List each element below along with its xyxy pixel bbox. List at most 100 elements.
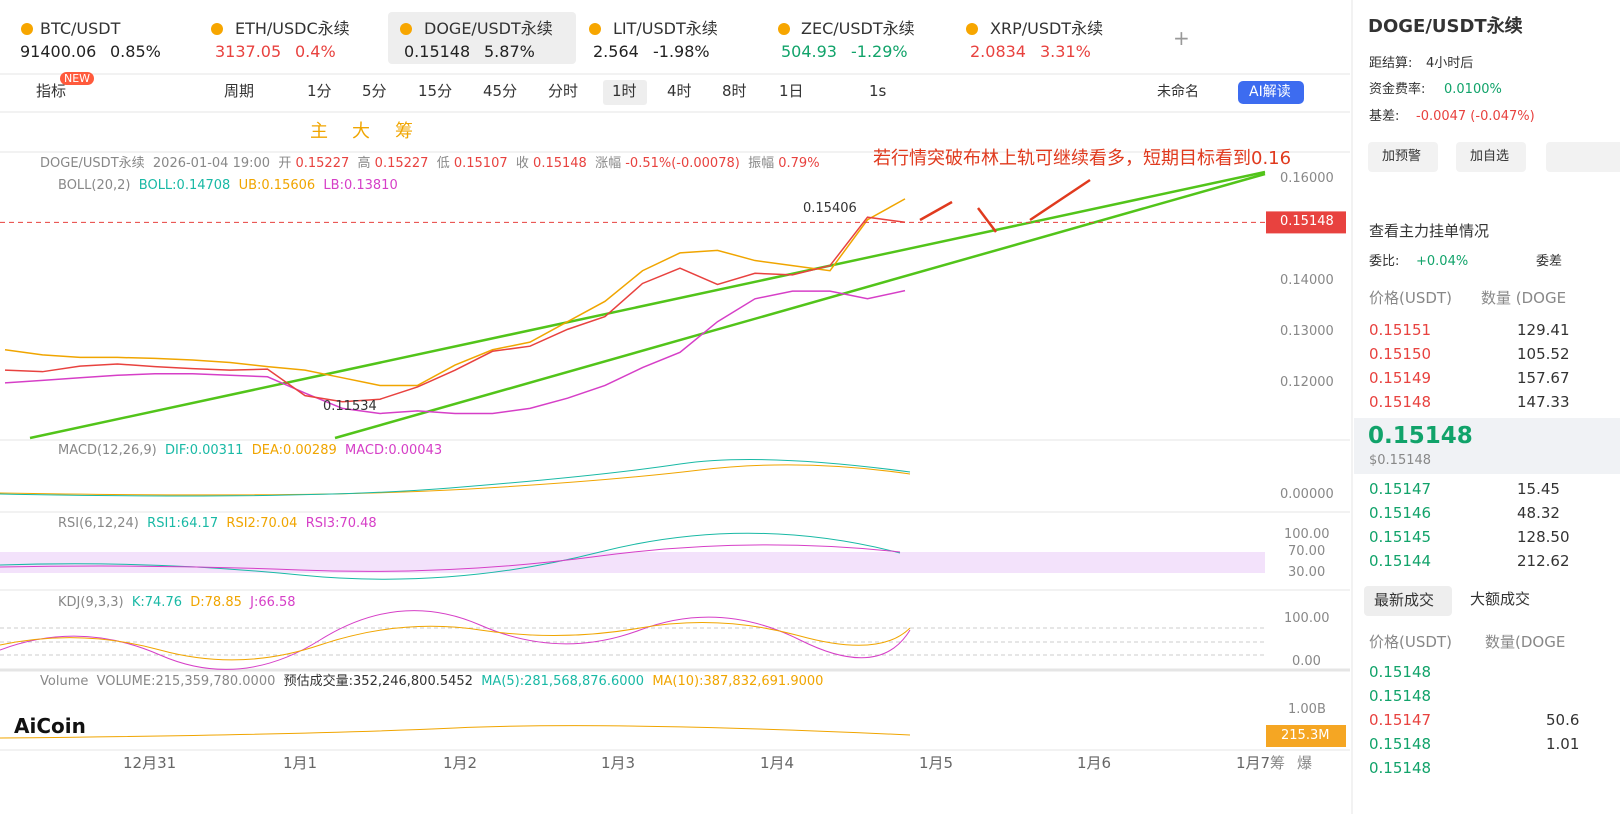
interval[interactable]: 5分 xyxy=(362,82,387,100)
coin-icon xyxy=(589,23,601,35)
interval[interactable]: 15分 xyxy=(418,82,453,100)
ask-price: 0.15149 xyxy=(1369,369,1432,387)
ask-price: 0.15151 xyxy=(1369,321,1432,339)
price-line xyxy=(4,198,906,387)
bid-price: 0.15147 xyxy=(1369,480,1432,498)
axis-label: 100.00 xyxy=(1284,527,1330,542)
macd-line xyxy=(0,464,911,496)
interval[interactable]: 4时 xyxy=(667,82,692,100)
tab-price: 2.564 xyxy=(593,42,639,61)
active-tab-bg xyxy=(388,12,576,64)
interval[interactable]: 8时 xyxy=(722,82,747,100)
active-interval-bg xyxy=(603,80,647,105)
tab-pair[interactable]: LIT/USDT永续 xyxy=(613,19,718,38)
mid-price: 0.15148 xyxy=(1368,423,1473,449)
axis-label: 1.00B xyxy=(1288,702,1326,717)
macd-line xyxy=(0,459,911,497)
trade-price: 0.15147 xyxy=(1369,711,1432,729)
tab-change: 0.4% xyxy=(295,42,336,61)
axis-label: 70.00 xyxy=(1288,544,1326,559)
label: 委差 xyxy=(1536,254,1563,269)
value: 0.79% xyxy=(778,156,820,171)
trade-tab[interactable]: 最新成交 xyxy=(1374,591,1435,609)
x-tick-label: 1月7 xyxy=(1236,754,1271,772)
interval[interactable]: 1时 xyxy=(612,82,637,100)
price-line xyxy=(4,216,906,403)
ai-button[interactable]: AI解读 xyxy=(1249,84,1291,100)
ask-qty: 147.33 xyxy=(1517,393,1570,411)
label: 基差: xyxy=(1369,109,1400,124)
value: 0.15148 xyxy=(533,156,587,171)
rsi-legend: RSI(6,12,24) RSI1:64.17 RSI2:70.04 RSI3:… xyxy=(58,517,377,530)
chart-info: DOGE/USDT永续 2026-01-04 19:00 开 0.15227 高… xyxy=(40,157,820,170)
boll-legend: BOLL(20,2) BOLL:0.14708 UB:0.15606 LB:0.… xyxy=(58,179,398,192)
name: RSI(6,12,24) xyxy=(58,516,139,531)
mid-bg xyxy=(1354,418,1620,474)
value: MA(10):387,832,691.9000 xyxy=(652,674,824,689)
trade-price: 0.15148 xyxy=(1369,735,1432,753)
corner[interactable]: 爆 xyxy=(1297,754,1313,772)
tab-pair[interactable]: DOGE/USDT永续 xyxy=(424,19,553,38)
interval[interactable]: 分时 xyxy=(548,82,579,100)
side-buttons[interactable] xyxy=(1368,142,1620,172)
tool[interactable]: 筹 xyxy=(395,121,413,142)
label: 低 xyxy=(436,156,450,171)
bid-qty: 15.45 xyxy=(1517,480,1560,498)
corner[interactable]: 筹 xyxy=(1270,754,1286,772)
x-tick-label: 1月2 xyxy=(443,754,478,772)
volume-tag xyxy=(1266,725,1346,747)
button[interactable]: 加自选 xyxy=(1470,149,1510,164)
tab-change: 0.85% xyxy=(110,42,161,61)
layout-name[interactable]: 未命名 xyxy=(1157,84,1199,100)
tool[interactable]: 大 xyxy=(352,121,370,142)
value: RSI1:64.17 xyxy=(147,516,219,531)
kdj-line xyxy=(0,610,911,670)
rsi-line xyxy=(0,544,901,572)
value: 0.15227 xyxy=(295,156,350,171)
value: 4小时后 xyxy=(1426,56,1474,71)
kdj-legend: KDJ(9,3,3) K:74.76 D:78.85 J:66.58 xyxy=(58,596,296,609)
last-price-tag xyxy=(1266,211,1346,234)
bid-price: 0.15146 xyxy=(1369,504,1432,522)
x-tick-label: 1月1 xyxy=(283,754,318,772)
tab-pair[interactable]: XRP/USDT永续 xyxy=(990,19,1104,38)
name: KDJ(9,3,3) xyxy=(58,595,124,610)
indicator-btn[interactable]: 指标 xyxy=(36,82,67,100)
tab-add[interactable]: + xyxy=(1173,26,1190,50)
y-tick-label: 0.16000 xyxy=(1280,170,1334,186)
col-head: 数量(DOGE xyxy=(1485,633,1566,651)
col-head: 价格(USDT) xyxy=(1369,289,1452,307)
axis-label: 100.00 xyxy=(1284,611,1330,626)
value: DIF:0.00311 xyxy=(165,443,244,458)
ai-button-bg[interactable] xyxy=(1238,81,1304,104)
label: 资金费率: xyxy=(1369,82,1426,97)
depth-link[interactable]: 查看主力挂单情况 xyxy=(1369,222,1490,240)
coin-icon xyxy=(778,23,790,35)
trade-tab[interactable]: 大额成交 xyxy=(1470,590,1531,608)
last-price-label: 0.15148 xyxy=(1280,214,1334,230)
volume-legend: Volume VOLUME:215,359,780.0000 预估成交量:352… xyxy=(40,675,823,688)
tab-pair[interactable]: BTC/USDT xyxy=(40,19,121,38)
label: 委比: xyxy=(1369,254,1400,269)
tool[interactable]: 主 xyxy=(310,121,328,142)
value: MACD:0.00043 xyxy=(345,443,443,458)
trend-line xyxy=(29,170,1266,440)
y-tick-label: 0.14000 xyxy=(1280,272,1334,288)
value: 0.15227 xyxy=(374,156,429,171)
mid-usd: $0.15148 xyxy=(1369,453,1432,468)
rsi-band xyxy=(0,552,1265,573)
interval[interactable]: 45分 xyxy=(483,82,518,100)
button[interactable]: 加预警 xyxy=(1382,149,1422,164)
tab-pair[interactable]: ZEC/USDT永续 xyxy=(801,19,915,38)
interval[interactable]: 1日 xyxy=(779,82,804,100)
value: -0.51%(-0.00078) xyxy=(625,156,740,171)
tab-price: 2.0834 xyxy=(970,42,1026,61)
value: LB:0.13810 xyxy=(323,178,398,193)
interval[interactable]: 1分 xyxy=(307,82,332,100)
second-btn[interactable]: 1s xyxy=(869,82,887,100)
tab-pair[interactable]: ETH/USDC永续 xyxy=(235,19,350,38)
axis-label: 0.00000 xyxy=(1280,487,1334,502)
period-btn[interactable]: 周期 xyxy=(224,82,255,100)
trade-price: 0.15148 xyxy=(1369,687,1432,705)
bid-qty: 48.32 xyxy=(1517,504,1560,522)
